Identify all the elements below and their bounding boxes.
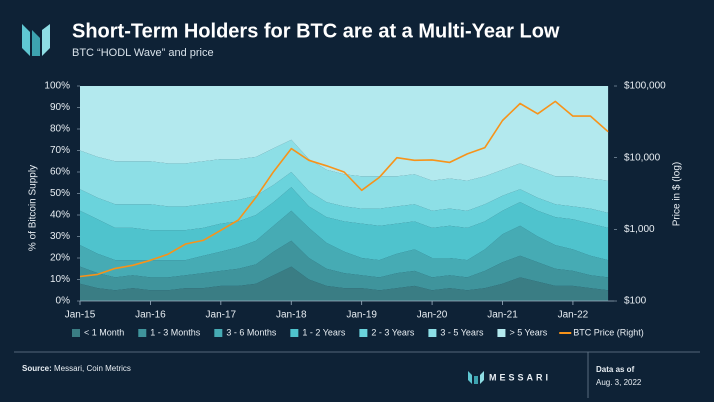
legend-item: 3 - 5 Years xyxy=(428,327,484,337)
area xyxy=(80,86,609,181)
source-label: Source: xyxy=(22,364,52,373)
legend-swatch xyxy=(428,329,437,337)
legend-label: 1 - 2 Years xyxy=(302,327,346,337)
y-tick-label: 20% xyxy=(50,253,70,264)
y2-tick-label: $10,000 xyxy=(624,152,661,163)
legend-item: < 1 Month xyxy=(72,327,124,337)
area xyxy=(80,172,609,231)
x-tick-label: Jan-21 xyxy=(487,310,518,321)
y2-axis-label: Price in $ (log) xyxy=(672,162,683,226)
data-date: Aug. 3, 2022 xyxy=(596,378,642,387)
y-tick-label: 10% xyxy=(50,274,70,285)
legend-item: 3 - 6 Months xyxy=(214,327,277,337)
logo-part xyxy=(42,24,50,56)
data-as-of-label: Data as of xyxy=(596,365,635,374)
legend-swatch xyxy=(290,329,299,337)
area xyxy=(80,240,609,291)
area xyxy=(80,266,609,301)
x-tick-label: Jan-16 xyxy=(135,310,166,321)
y-tick-label: 50% xyxy=(50,188,70,199)
y-tick-label: 90% xyxy=(50,102,70,113)
legend-swatch xyxy=(359,329,368,337)
y-tick-label: 60% xyxy=(50,167,70,178)
legend-swatch xyxy=(138,329,147,337)
x-tick-label: Jan-15 xyxy=(65,310,96,321)
plot-area xyxy=(79,86,609,301)
y-tick-label: 40% xyxy=(50,210,70,221)
chart-title: Short-Term Holders for BTC are at a Mult… xyxy=(72,20,560,42)
price-line xyxy=(79,100,609,278)
area xyxy=(80,139,609,213)
area xyxy=(80,187,609,261)
legend-item: 2 - 3 Years xyxy=(359,327,415,337)
legend-item: > 5 Years xyxy=(497,327,548,337)
legend-label: BTC Price (Right) xyxy=(573,327,644,337)
legend-label: < 1 Month xyxy=(84,327,124,337)
brand-logo xyxy=(468,371,472,384)
brand-logo xyxy=(480,371,484,384)
legend-item: 1 - 2 Years xyxy=(290,327,346,337)
y-tick-label: 70% xyxy=(50,145,70,156)
legend-item: 1 - 3 Months xyxy=(138,327,201,337)
y2-tick-label: $100 xyxy=(624,296,647,307)
y-tick-label: 0% xyxy=(56,296,71,307)
x-tick-label: Jan-19 xyxy=(346,310,377,321)
x-tick-label: Jan-20 xyxy=(417,310,448,321)
legend-swatch xyxy=(497,329,506,337)
legend-label: 3 - 6 Months xyxy=(226,327,277,337)
legend-label: 1 - 3 Months xyxy=(150,327,201,337)
logo-part xyxy=(32,30,40,56)
y-tick-label: 100% xyxy=(44,81,70,92)
y-tick-label: 80% xyxy=(50,124,70,135)
x-tick-label: Jan-17 xyxy=(206,310,237,321)
legend-swatch xyxy=(214,329,223,337)
y-axis-label: % of Bitcoin Supply xyxy=(28,165,39,251)
y2-tick-label: $100,000 xyxy=(624,81,666,92)
brand: MESSARI xyxy=(489,372,551,382)
legend-swatch xyxy=(72,329,80,337)
logo-part xyxy=(22,24,30,56)
logo xyxy=(22,24,50,56)
chart-subtitle: BTC “HODL Wave” and price xyxy=(72,47,214,59)
x-tick-label: Jan-22 xyxy=(558,310,589,321)
legend-label: 2 - 3 Years xyxy=(371,327,415,337)
area xyxy=(80,210,609,278)
brand-logo xyxy=(474,376,478,384)
x-tick-label: Jan-18 xyxy=(276,310,307,321)
y-tick-label: 30% xyxy=(50,231,70,242)
source: Messari, Coin Metrics xyxy=(54,364,131,373)
legend-item: BTC Price (Right) xyxy=(559,327,644,337)
legend-label: 3 - 5 Years xyxy=(440,327,484,337)
y2-tick-label: $1,000 xyxy=(624,224,655,235)
legend-label: > 5 Years xyxy=(509,327,547,337)
